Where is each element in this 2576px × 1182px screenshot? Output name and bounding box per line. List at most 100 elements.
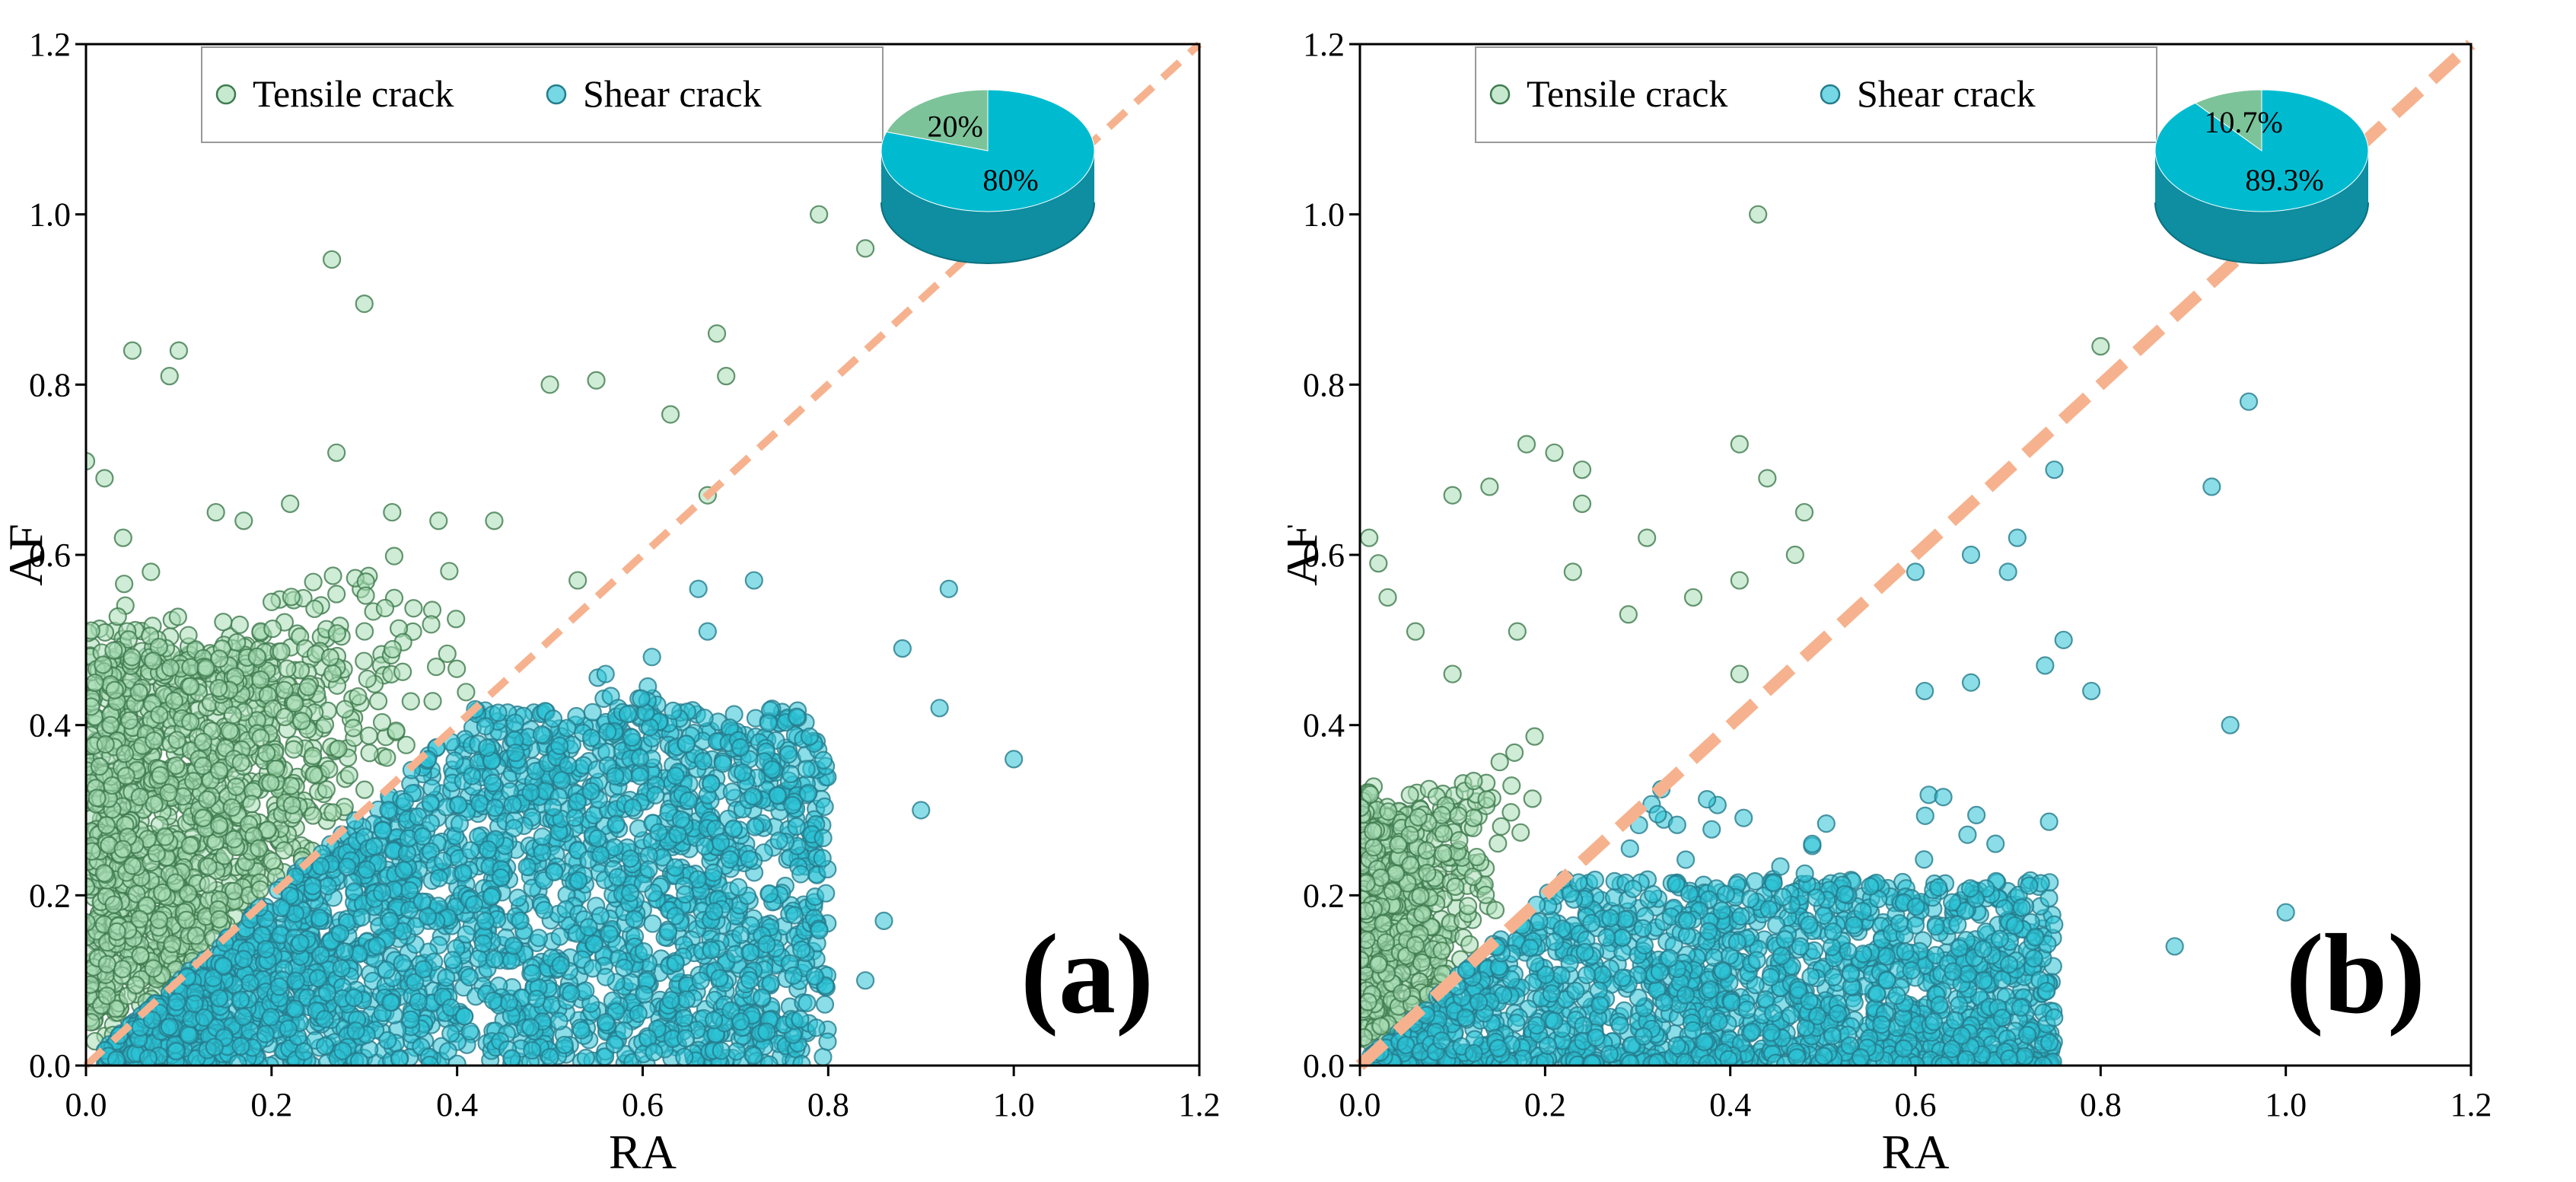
shear-crack-point xyxy=(400,881,419,900)
tensile-crack-point xyxy=(88,789,107,808)
shear-crack-point xyxy=(499,993,518,1012)
shear-crack-point xyxy=(664,701,683,720)
shear-crack-point xyxy=(280,886,300,905)
shear-crack-point xyxy=(618,705,638,724)
shear-crack-point xyxy=(783,795,802,814)
tensile-crack-point xyxy=(447,610,466,629)
tensile-crack-point xyxy=(1432,805,1451,824)
shear-crack-point xyxy=(668,825,687,844)
tensile-crack-point xyxy=(261,773,280,792)
shear-crack-point xyxy=(596,967,616,986)
tensile-crack-point xyxy=(147,843,166,863)
tensile-crack-point xyxy=(168,607,187,626)
tensile-crack-point xyxy=(210,815,229,835)
shear-crack-point xyxy=(256,1024,275,1043)
tensile-crack-point xyxy=(113,528,132,547)
shear-crack-point xyxy=(445,751,464,770)
shear-crack-point xyxy=(705,1011,724,1030)
shear-crack-point xyxy=(142,1010,161,1030)
shear-crack-point xyxy=(689,579,708,598)
shear-crack-point xyxy=(231,1037,250,1056)
shear-crack-point xyxy=(433,851,453,871)
tensile-crack-point xyxy=(1730,664,1749,683)
shear-crack-point xyxy=(606,766,625,785)
tensile-crack-point xyxy=(1517,435,1536,454)
shear-crack-point xyxy=(712,1041,731,1060)
shear-crack-point xyxy=(814,1047,833,1066)
shear-crack-point xyxy=(228,1053,247,1066)
shear-crack-point xyxy=(781,764,800,783)
tensile-crack-point xyxy=(304,765,323,784)
y-tick-label: 0.0 xyxy=(29,1047,71,1085)
tensile-crack-point xyxy=(1378,588,1397,607)
shear-crack-point xyxy=(291,933,310,953)
tensile-crack-point xyxy=(107,922,126,941)
tensile-crack-point xyxy=(717,367,736,386)
tensile-crack-point xyxy=(1490,753,1509,772)
tensile-crack-point xyxy=(1485,900,1505,919)
shear-crack-point xyxy=(552,771,572,790)
tensile-crack-point xyxy=(95,469,114,488)
shear-crack-point xyxy=(447,1054,466,1066)
tensile-crack-point xyxy=(145,795,164,814)
tensile-crack-point xyxy=(359,726,378,745)
shear-crack-point xyxy=(746,817,765,836)
shear-crack-point xyxy=(666,954,685,973)
tensile-crack-point xyxy=(438,644,457,664)
tensile-crack-point xyxy=(485,511,504,530)
tensile-crack-point xyxy=(1449,806,1468,825)
shear-crack-point xyxy=(555,1035,574,1055)
shear-crack-point xyxy=(705,902,724,921)
tensile-crack-point xyxy=(126,976,145,995)
tensile-crack-point xyxy=(1443,664,1462,683)
legend: Tensile crack Shear crack xyxy=(201,46,884,143)
shear-crack-point xyxy=(635,985,654,1004)
tensile-crack-point xyxy=(209,761,229,780)
shear-crack-point xyxy=(605,1034,624,1054)
tensile-crack-point xyxy=(322,250,342,269)
tensile-crack-point xyxy=(1406,935,1425,954)
tensile-crack-series xyxy=(1360,205,2110,1054)
shear-crack-point xyxy=(195,1008,214,1027)
tensile-crack-point xyxy=(1411,887,1430,906)
tensile-crack-point xyxy=(1446,877,1465,897)
tensile-crack-point xyxy=(810,205,829,224)
tensile-crack-point xyxy=(305,599,324,619)
shear-crack-point xyxy=(623,798,642,817)
shear-crack-point xyxy=(666,906,685,926)
tensile-crack-point xyxy=(119,630,139,649)
shear-crack-point xyxy=(615,958,634,977)
tensile-crack-point xyxy=(142,562,161,581)
shear-crack-point xyxy=(295,1042,314,1061)
tensile-crack-point xyxy=(144,652,163,671)
tensile-crack-point xyxy=(210,910,229,929)
shear-crack-point xyxy=(210,989,229,1008)
shear-crack-point xyxy=(482,887,501,906)
tensile-crack-point xyxy=(224,881,244,900)
tensile-crack-point xyxy=(101,715,120,734)
shear-crack-point xyxy=(414,960,433,979)
shear-crack-point xyxy=(666,766,685,785)
chart-panel-a: 0.0 0.2 0.4 0.6 0.8 1.0 1.2 0.0 0.2 0.4 0.6 0.8 1.0 1… xyxy=(0,26,1221,1179)
shear-crack-point xyxy=(625,910,644,929)
tensile-crack-point xyxy=(164,691,183,710)
tensile-crack-point xyxy=(150,706,169,725)
tensile-crack-point xyxy=(160,367,179,386)
tensile-crack-point xyxy=(401,692,420,711)
tensile-crack-point xyxy=(1364,838,1384,857)
shear-crack-point xyxy=(798,784,818,803)
shear-crack-point xyxy=(649,823,668,842)
shear-crack-point xyxy=(583,703,602,722)
shear-crack-point xyxy=(485,950,504,969)
tensile-crack-point xyxy=(372,712,392,732)
tensile-crack-point xyxy=(429,511,448,530)
tensile-crack-point xyxy=(224,830,244,849)
shear-crack-point xyxy=(600,924,619,944)
shear-crack-point xyxy=(797,760,816,779)
tensile-crack-point xyxy=(298,677,317,696)
tensile-crack-point xyxy=(263,620,282,639)
tensile-crack-point xyxy=(323,566,342,585)
tensile-crack-point xyxy=(94,864,114,883)
shear-crack-point xyxy=(583,959,602,978)
tensile-crack-point xyxy=(247,647,266,666)
